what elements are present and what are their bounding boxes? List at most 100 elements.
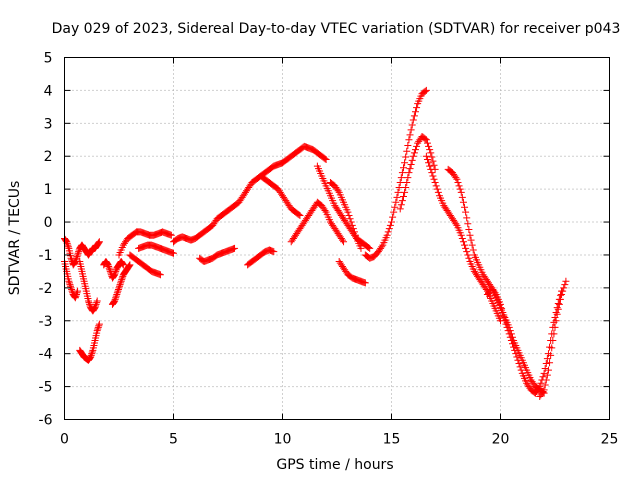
data-point <box>402 183 410 191</box>
series-arc-5 <box>100 258 127 282</box>
data-point <box>105 264 113 272</box>
data-point <box>455 182 463 190</box>
data-point <box>113 289 121 297</box>
data-point <box>397 201 405 209</box>
data-point <box>350 228 358 236</box>
data-point <box>74 251 82 259</box>
data-point <box>103 259 111 267</box>
data-point <box>116 281 124 289</box>
data-point <box>411 108 419 116</box>
data-point <box>345 211 353 219</box>
data-point <box>549 337 557 345</box>
data-point <box>515 360 523 368</box>
data-point <box>510 343 518 351</box>
data-point <box>86 300 94 308</box>
data-point <box>344 208 352 216</box>
data-point <box>428 153 436 161</box>
data-point <box>423 139 431 147</box>
data-point <box>395 183 403 191</box>
series-arc-3 <box>76 258 101 315</box>
data-point <box>357 244 365 252</box>
y-tick-label: 3 <box>44 116 53 132</box>
data-point <box>558 290 566 298</box>
data-point <box>386 221 394 229</box>
series-arc-7 <box>115 228 175 259</box>
data-point <box>322 156 330 164</box>
data-point <box>501 317 509 325</box>
data-point <box>93 299 101 307</box>
data-point <box>95 320 103 328</box>
data-point <box>505 330 513 338</box>
data-point <box>511 346 519 354</box>
data-point <box>421 87 429 95</box>
data-point <box>498 304 506 312</box>
data-point <box>117 277 125 285</box>
data-point <box>388 218 395 226</box>
data-point <box>491 289 499 297</box>
data-point <box>399 164 407 172</box>
data-point <box>91 304 99 312</box>
data-point <box>458 193 466 201</box>
data-point <box>555 300 563 308</box>
data-point <box>405 136 413 144</box>
series-arc-24 <box>536 277 570 400</box>
data-point <box>352 231 360 239</box>
data-point <box>104 261 112 269</box>
data-point <box>465 254 473 262</box>
data-point <box>463 248 471 256</box>
data-point <box>456 185 464 193</box>
data-point <box>118 259 126 267</box>
data-point <box>88 348 96 356</box>
data-point <box>513 353 521 361</box>
data-point <box>394 188 402 196</box>
data-point <box>111 271 119 279</box>
data-point <box>463 214 471 222</box>
data-point <box>112 292 120 300</box>
data-point <box>427 149 435 157</box>
data-point <box>541 364 549 372</box>
data-point <box>396 179 404 187</box>
data-point <box>321 155 329 163</box>
data-point <box>554 305 562 313</box>
data-point <box>92 300 100 308</box>
plot-frame <box>64 57 610 420</box>
data-point <box>452 220 460 228</box>
x-tick-label: 10 <box>274 432 292 448</box>
data-point <box>500 313 508 321</box>
data-point <box>409 152 417 160</box>
data-point <box>402 153 410 161</box>
data-point <box>426 162 434 170</box>
data-point <box>459 238 467 246</box>
data-point <box>550 330 558 338</box>
data-point <box>408 121 416 129</box>
data-point <box>115 284 123 292</box>
y-tick-label: -5 <box>39 380 53 396</box>
data-point <box>546 359 554 367</box>
data-point <box>125 262 133 270</box>
data-point <box>113 290 121 298</box>
data-point <box>72 292 80 300</box>
data-point <box>497 300 504 308</box>
series-arc-9 <box>135 241 177 257</box>
data-point <box>542 376 550 384</box>
data-point <box>70 259 78 267</box>
data-point <box>454 179 462 187</box>
data-point <box>74 287 82 295</box>
data-point <box>429 157 437 165</box>
data-point <box>119 260 127 268</box>
data-point <box>112 294 120 302</box>
data-point <box>407 160 415 168</box>
data-point <box>409 116 417 124</box>
data-point <box>453 175 461 183</box>
data-point <box>87 351 95 359</box>
data-point <box>295 211 303 219</box>
data-point <box>390 208 398 216</box>
data-point <box>413 104 421 112</box>
data-point <box>461 241 469 249</box>
data-point <box>429 172 437 180</box>
data-point <box>71 294 79 302</box>
data-point <box>93 297 101 305</box>
data-point <box>406 131 414 139</box>
data-point <box>110 299 118 307</box>
data-point <box>118 274 126 282</box>
